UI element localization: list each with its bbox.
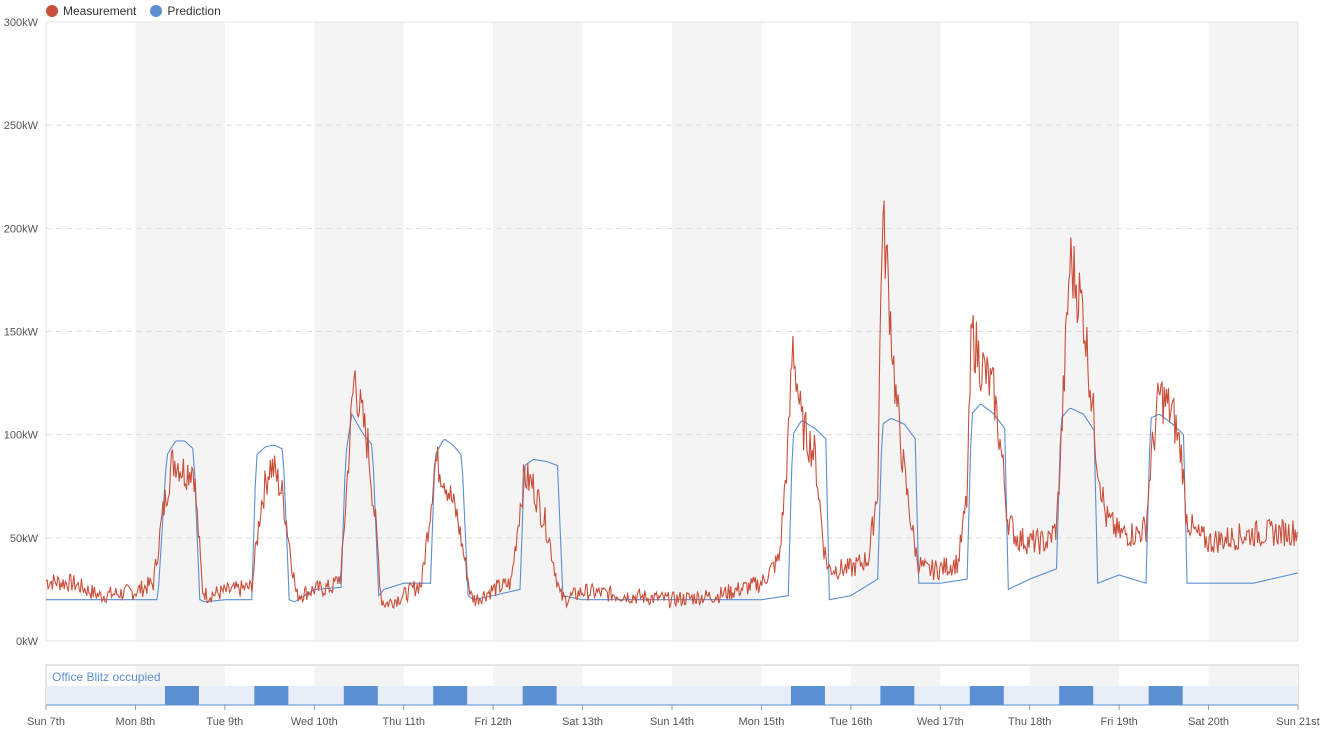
x-tick-label: Thu 11th (382, 716, 425, 728)
occupancy-bar (522, 686, 557, 705)
chart-legend: Measurement Prediction (46, 4, 221, 18)
y-tick-label: 50kW (10, 533, 39, 545)
occupancy-bar (1059, 686, 1094, 705)
occupancy-bar (790, 686, 825, 705)
x-tick-label: Sun 14th (650, 716, 694, 728)
occupancy-bar (254, 686, 289, 705)
prediction-line (46, 403, 1299, 603)
x-tick-label: Sat 20th (1188, 716, 1229, 728)
legend-prediction[interactable]: Prediction (150, 4, 221, 18)
x-tick-label: Sat 13th (562, 716, 603, 728)
occupancy-bar (969, 686, 1004, 705)
x-tick-label: Wed 17th (917, 716, 964, 728)
day-band (1029, 22, 1120, 641)
y-tick-label: 150kW (4, 327, 39, 339)
prediction-dot-icon (150, 5, 163, 17)
x-tick-label: Wed 10th (291, 716, 338, 728)
x-tick-label: Fri 12th (474, 716, 511, 728)
x-tick-label: Sun 7th (27, 716, 65, 728)
occupancy-bar (343, 686, 378, 705)
y-tick-label: 100kW (4, 430, 39, 442)
measurement-dot-icon (46, 5, 58, 17)
y-tick-label: 200kW (4, 223, 39, 235)
measurement-line (45, 200, 1298, 610)
y-tick-label: 250kW (4, 120, 39, 132)
y-tick-label: 300kW (4, 17, 39, 29)
occupancy-label: Office Blitz occupied (52, 670, 161, 684)
x-tick-label: Tue 16th (829, 716, 872, 728)
occupancy-bar (880, 686, 915, 705)
x-tick-label: Tue 9th (206, 716, 243, 728)
legend-prediction-label: Prediction (167, 4, 221, 18)
occupancy-bar (164, 686, 199, 705)
occupancy-bar (1148, 686, 1183, 705)
x-tick-label: Thu 18th (1008, 716, 1051, 728)
day-band (850, 22, 941, 641)
x-tick-label: Sun 21st (1276, 716, 1319, 728)
x-tick-label: Mon 15th (738, 716, 784, 728)
occupancy-bar (433, 686, 468, 705)
occupancy-track (46, 686, 1298, 705)
x-tick-label: Mon 8th (116, 716, 156, 728)
y-tick-label: 0kW (16, 636, 39, 648)
legend-measurement-label: Measurement (63, 4, 137, 18)
legend-measurement[interactable]: Measurement (46, 4, 136, 18)
x-tick-label: Fri 19th (1100, 716, 1137, 728)
